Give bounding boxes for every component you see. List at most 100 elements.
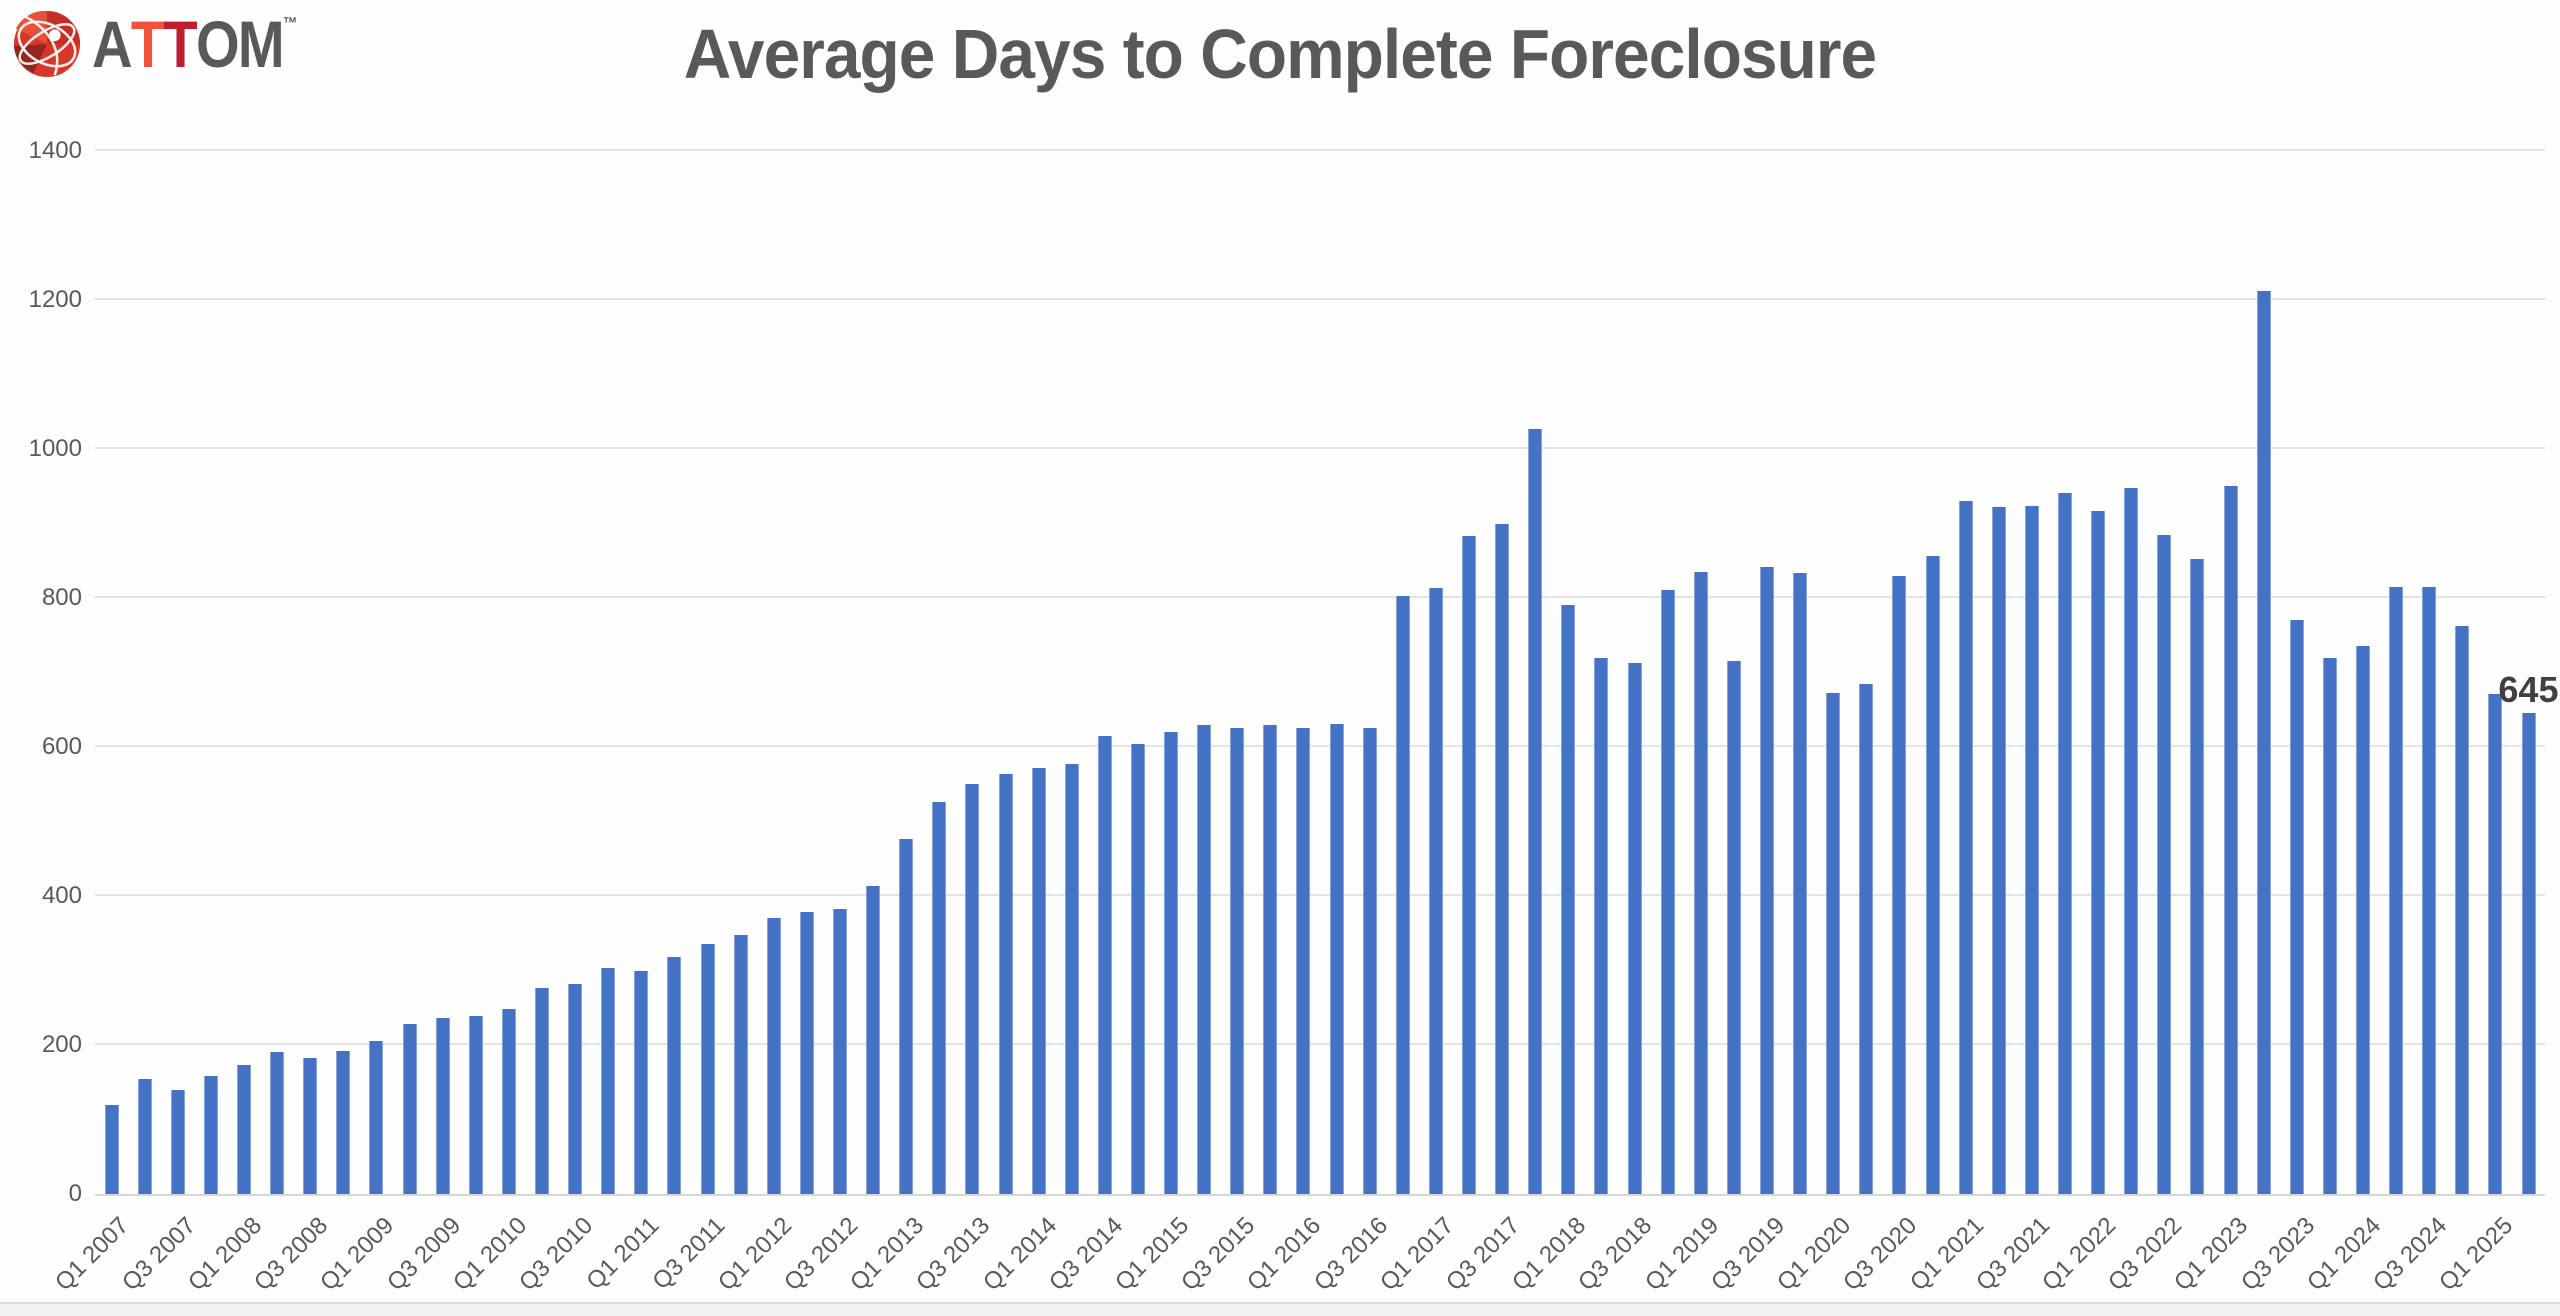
bar-slot: [1320, 151, 1353, 1194]
bar-q3-2021: [2024, 505, 2039, 1194]
bar-q2-2013: [932, 802, 947, 1194]
bar-series: [95, 151, 2545, 1194]
bar-q4-2010: [601, 967, 616, 1194]
data-label-last-bar: 645: [2498, 669, 2559, 711]
bar-slot: [790, 151, 823, 1194]
bar-slot: [890, 151, 923, 1194]
bar-q3-2020: [1892, 575, 1907, 1194]
x-tick-label-q3-2013: Q3 2013: [911, 1212, 996, 1297]
bar-slot: [294, 151, 327, 1194]
bar-q2-2022: [2124, 487, 2139, 1194]
bar-slot: [1883, 151, 1916, 1194]
bar-q4-2020: [1925, 555, 1940, 1194]
bar-q4-2022: [2190, 559, 2205, 1194]
bar-slot: [757, 151, 790, 1194]
bar-slot: [1088, 151, 1121, 1194]
bar-q1-2013: [899, 838, 914, 1194]
bar-slot: [1452, 151, 1485, 1194]
x-tick-label-q1-2012: Q1 2012: [712, 1212, 797, 1297]
bar-slot: [1188, 151, 1221, 1194]
bar-slot: [989, 151, 1022, 1194]
bar-q1-2022: [2091, 510, 2106, 1194]
y-tick-label: 1400: [28, 137, 82, 164]
bar-q2-2024: [2389, 586, 2404, 1194]
bar-slot: [2181, 151, 2214, 1194]
bar-q1-2020: [1826, 692, 1841, 1194]
bar-q2-2020: [1859, 683, 1874, 1194]
bar-q3-2015: [1230, 728, 1245, 1194]
y-tick-label: 400: [41, 882, 82, 909]
bar-slot: [492, 151, 525, 1194]
x-tick-label-q3-2009: Q3 2009: [381, 1212, 466, 1297]
bar-q3-2016: [1362, 728, 1377, 1194]
bar-q4-2018: [1660, 589, 1675, 1194]
bar-slot: [2413, 151, 2446, 1194]
bar-q2-2025: [2521, 713, 2536, 1194]
y-tick-label: 1000: [28, 435, 82, 462]
bar-q4-2015: [1263, 725, 1278, 1194]
bar-q3-2023: [2289, 620, 2304, 1194]
bar-slot: [1684, 151, 1717, 1194]
bar-q3-2012: [832, 909, 847, 1194]
y-tick-label: 200: [41, 1031, 82, 1058]
bar-slot: [1287, 151, 1320, 1194]
bar-q1-2016: [1296, 728, 1311, 1194]
bar-q1-2023: [2223, 486, 2238, 1194]
bar-slot: [1486, 151, 1519, 1194]
bar-slot: [227, 151, 260, 1194]
bar-slot: [1386, 151, 1419, 1194]
y-tick-label: 1200: [28, 286, 82, 313]
bar-q4-2024: [2455, 626, 2470, 1194]
bar-slot: [1121, 151, 1154, 1194]
bar-slot: [2015, 151, 2048, 1194]
gridline-1200: [95, 298, 2545, 300]
bar-q1-2014: [1031, 767, 1046, 1194]
x-tick-label-q1-2016: Q1 2016: [1242, 1212, 1327, 1297]
bar-slot: [1784, 151, 1817, 1194]
bar-q1-2025: [2488, 694, 2503, 1194]
bar-q1-2019: [1693, 571, 1708, 1194]
bar-slot: [1585, 151, 1618, 1194]
bar-q2-2023: [2256, 291, 2271, 1194]
bar-slot: [2380, 151, 2413, 1194]
bar-q4-2021: [2058, 492, 2072, 1194]
bar-slot: [658, 151, 691, 1194]
bar-slot: [95, 151, 128, 1194]
bar-q4-2008: [336, 1050, 351, 1194]
bar-slot: [1651, 151, 1684, 1194]
bar-q3-2011: [700, 943, 715, 1194]
gridline-1000: [95, 447, 2545, 449]
bar-slot: [261, 151, 294, 1194]
bar-slot: [1949, 151, 1982, 1194]
bar-slot: [2479, 151, 2512, 1194]
bar-q2-2007: [137, 1079, 152, 1194]
bar-slot: [724, 151, 757, 1194]
bar-q2-2016: [1329, 723, 1344, 1194]
bar-slot: [525, 151, 558, 1194]
bar-slot: [2082, 151, 2115, 1194]
bar-slot: [2346, 151, 2379, 1194]
bar-q2-2018: [1594, 657, 1609, 1194]
bar-slot: [1519, 151, 1552, 1194]
chart-title: Average Days to Complete Foreclosure: [683, 15, 1877, 93]
bar-slot: [1552, 151, 1585, 1194]
bar-slot: [2512, 151, 2545, 1194]
bar-slot: [592, 151, 625, 1194]
bar-q2-2017: [1462, 536, 1477, 1194]
attom-logo: A T T O M ™: [12, 8, 332, 80]
bar-q2-2012: [799, 912, 814, 1194]
bar-slot: [327, 151, 360, 1194]
x-axis-line: [95, 1194, 2545, 1196]
bar-slot: [1022, 151, 1055, 1194]
bar-q2-2008: [270, 1052, 285, 1194]
bar-q2-2014: [1064, 764, 1079, 1194]
gridline-800: [95, 596, 2545, 598]
x-tick-label-q1-2023: Q1 2023: [2169, 1212, 2254, 1297]
bar-slot: [2214, 151, 2247, 1194]
x-tick-label-q1-2019: Q1 2019: [1639, 1212, 1724, 1297]
bar-slot: [1353, 151, 1386, 1194]
bar-q2-2015: [1197, 725, 1212, 1194]
x-tick-label-q1-2009: Q1 2009: [315, 1212, 400, 1297]
bar-q1-2010: [501, 1008, 516, 1194]
x-tick-label-q3-2020: Q3 2020: [1838, 1212, 1923, 1297]
